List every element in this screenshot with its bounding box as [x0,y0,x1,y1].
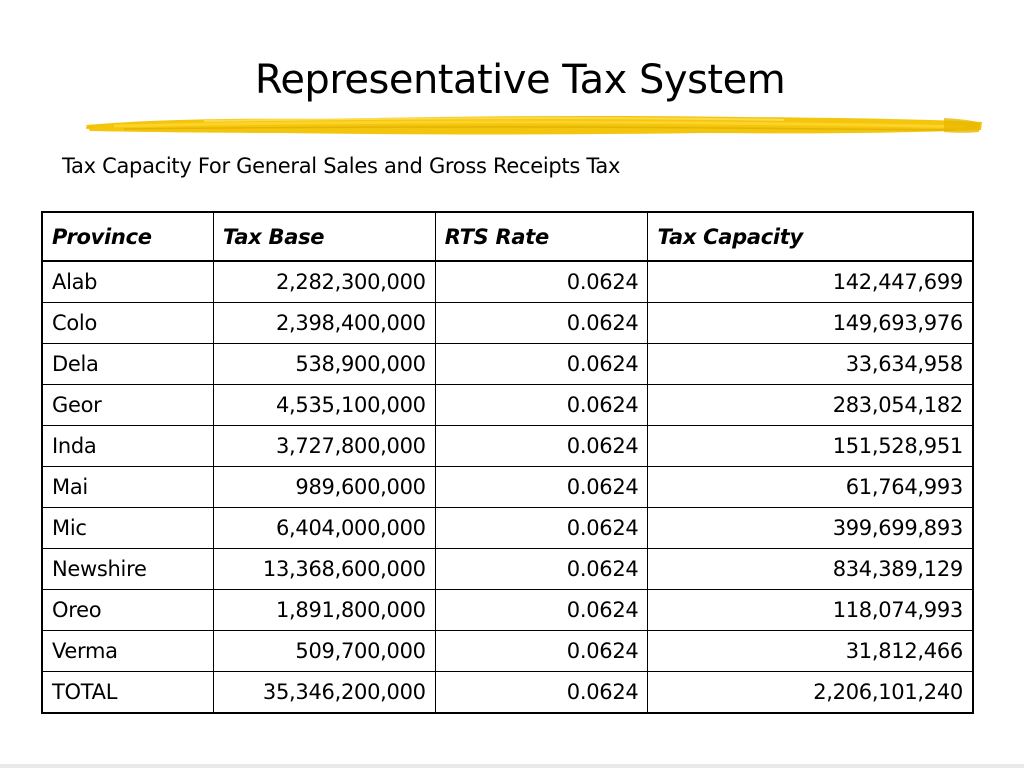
province-cell: Mic [41,507,214,549]
tax-capacity-cell: 33,634,958 [647,343,974,385]
tax-capacity-cell: 283,054,182 [647,384,974,426]
slide-bottom-edge [0,764,1024,768]
total-row: TOTAL 35,346,200,000 0.0624 2,206,101,24… [41,671,974,714]
tax-capacity-cell: 151,528,951 [647,425,974,467]
header-province: Province [41,211,214,262]
table-header-row: Province Tax Base RTS Rate Tax Capacity [41,211,974,262]
header-tax-capacity: Tax Capacity [647,211,974,262]
table-row: Geor 4,535,100,000 0.0624 283,054,182 [41,384,974,426]
tax-base-cell: 13,368,600,000 [212,548,436,590]
rts-rate-cell: 0.0624 [434,466,649,508]
table-row: Dela 538,900,000 0.0624 33,634,958 [41,343,974,385]
tax-base-cell: 2,398,400,000 [212,302,436,344]
province-cell: Oreo [41,589,214,631]
province-cell: Dela [41,343,214,385]
tax-capacity-cell: 2,206,101,240 [647,671,974,714]
slide-title: Representative Tax System [254,57,786,103]
province-cell: Mai [41,466,214,508]
table-row: Alab 2,282,300,000 0.0624 142,447,699 [41,260,974,303]
tax-capacity-cell: 834,389,129 [647,548,974,590]
tax-base-cell: 35,346,200,000 [212,671,436,714]
province-cell: TOTAL [41,671,214,714]
table-row: Oreo 1,891,800,000 0.0624 118,074,993 [41,589,974,631]
tax-capacity-cell: 118,074,993 [647,589,974,631]
province-cell: Verma [41,630,214,672]
table-row: Inda 3,727,800,000 0.0624 151,528,951 [41,425,974,467]
tax-capacity-cell: 149,693,976 [647,302,974,344]
province-cell: Geor [41,384,214,426]
tax-capacity-cell: 61,764,993 [647,466,974,508]
province-cell: Newshire [41,548,214,590]
tax-base-cell: 4,535,100,000 [212,384,436,426]
rts-rate-cell: 0.0624 [434,671,649,714]
rts-rate-cell: 0.0624 [434,630,649,672]
tax-base-cell: 6,404,000,000 [212,507,436,549]
rts-rate-cell: 0.0624 [434,548,649,590]
table-caption: Tax Capacity For General Sales and Gross… [62,154,621,178]
rts-rate-cell: 0.0624 [434,425,649,467]
rts-rate-cell: 0.0624 [434,302,649,344]
table-row: Newshire 13,368,600,000 0.0624 834,389,1… [41,548,974,590]
tax-base-cell: 509,700,000 [212,630,436,672]
table-row: Verma 509,700,000 0.0624 31,812,466 [41,630,974,672]
province-cell: Colo [41,302,214,344]
rts-rate-cell: 0.0624 [434,343,649,385]
table-row: Mai 989,600,000 0.0624 61,764,993 [41,466,974,508]
rts-rate-cell: 0.0624 [434,260,649,303]
tax-base-cell: 989,600,000 [212,466,436,508]
tax-base-cell: 1,891,800,000 [212,589,436,631]
rts-rate-cell: 0.0624 [434,507,649,549]
tax-capacity-table: Province Tax Base RTS Rate Tax Capacity … [41,211,974,714]
rts-rate-cell: 0.0624 [434,384,649,426]
tax-capacity-cell: 142,447,699 [647,260,974,303]
tax-base-cell: 3,727,800,000 [212,425,436,467]
table-row: Mic 6,404,000,000 0.0624 399,699,893 [41,507,974,549]
title-underline-brush-stroke [85,115,982,135]
tax-base-cell: 538,900,000 [212,343,436,385]
province-cell: Inda [41,425,214,467]
header-tax-base: Tax Base [212,211,436,262]
tax-capacity-cell: 399,699,893 [647,507,974,549]
rts-rate-cell: 0.0624 [434,589,649,631]
province-cell: Alab [41,260,214,303]
tax-capacity-cell: 31,812,466 [647,630,974,672]
tax-base-cell: 2,282,300,000 [212,260,436,303]
header-rts-rate: RTS Rate [434,211,649,262]
table-row: Colo 2,398,400,000 0.0624 149,693,976 [41,302,974,344]
